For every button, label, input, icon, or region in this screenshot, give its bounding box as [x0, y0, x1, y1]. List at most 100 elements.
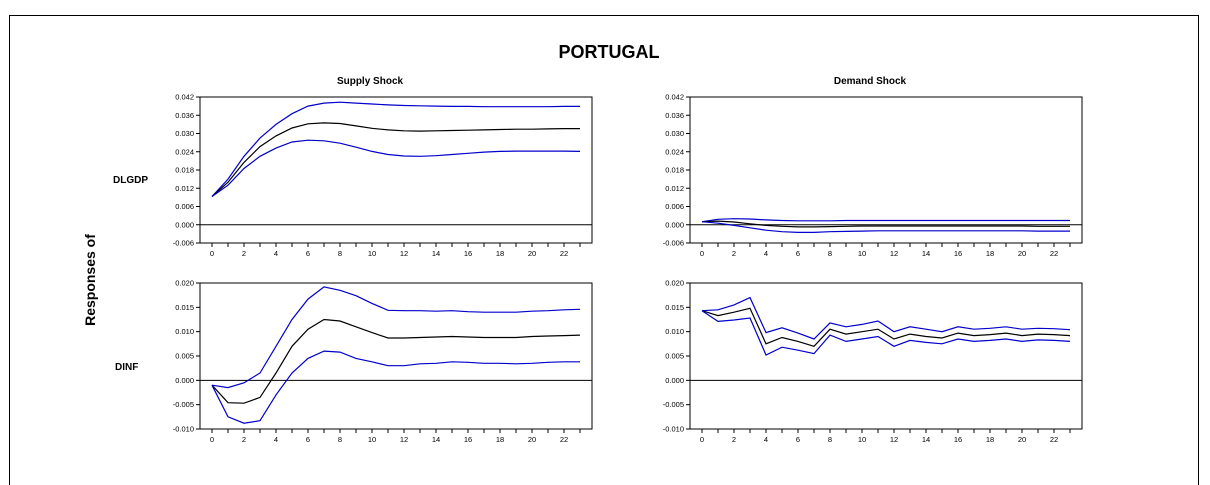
x-tick-label: 8: [828, 435, 832, 444]
x-tick-label: 14: [922, 249, 930, 258]
x-tick-label: 10: [858, 435, 866, 444]
x-tick-label: 4: [274, 435, 278, 444]
y-tick-label: 0.018: [175, 166, 194, 175]
series-line-lower: [701, 310, 1071, 356]
x-tick-label: 8: [338, 435, 342, 444]
x-tick-label: 14: [432, 435, 440, 444]
y-tick-label: 0.000: [665, 376, 684, 385]
x-tick-label: 6: [796, 435, 800, 444]
x-tick-label: 8: [338, 249, 342, 258]
x-tick-label: 18: [496, 435, 504, 444]
panel-3: -0.010 -0.005 0.000 0.005 0.010 0.015 0.020 0 2 4…: [663, 279, 1083, 444]
x-tick-label: 20: [528, 249, 536, 258]
x-tick-label: 20: [1018, 435, 1026, 444]
x-tick-label: 14: [922, 435, 930, 444]
y-tick-label: 0.024: [175, 147, 194, 156]
series-line-lower: [701, 221, 1070, 233]
x-tick-label: 16: [954, 249, 962, 258]
x-tick-label: 20: [528, 435, 536, 444]
y-tick-label: 0.006: [175, 202, 194, 211]
series-line-point: [701, 307, 1071, 347]
x-tick-label: 22: [1050, 435, 1058, 444]
y-tick-label: 0.010: [175, 327, 194, 336]
x-tick-label: 12: [400, 249, 408, 258]
x-tick-label: 18: [986, 435, 994, 444]
y-tick-label: 0.015: [175, 303, 194, 312]
row-label-dlgdp: DLGDP: [113, 175, 148, 186]
y-tick-label: 0.020: [665, 279, 684, 288]
y-axis-label: Responses of: [82, 234, 98, 326]
series-line-upper: [701, 218, 1070, 223]
y-tick-label: 0.042: [665, 93, 684, 102]
y-tick-label: 0.018: [665, 166, 684, 175]
x-tick-label: 18: [496, 249, 504, 258]
column-title-supply: Supply Shock: [337, 76, 404, 87]
x-tick-label: 8: [828, 249, 832, 258]
x-tick-label: 10: [368, 435, 376, 444]
figure-title: PORTUGAL: [559, 42, 660, 62]
x-tick-label: 6: [306, 249, 310, 258]
x-tick-label: 4: [274, 249, 278, 258]
x-tick-label: 22: [560, 435, 568, 444]
x-tick-label: 18: [986, 249, 994, 258]
plot-area: [199, 282, 593, 430]
x-tick-label: 20: [1018, 249, 1026, 258]
panel-2: -0.010 -0.005 0.000 0.005 0.010 0.015 0.020 0 2 4…: [173, 279, 593, 444]
series-line-upper: [211, 286, 581, 389]
y-tick-label: 0.042: [175, 93, 194, 102]
panel-1: -0.006 0.000 0.006 0.012 0.018 0.024 0.030 0.03…: [663, 93, 1083, 258]
y-tick-label: -0.006: [173, 239, 194, 248]
series-line-upper: [211, 101, 580, 197]
x-tick-label: 0: [210, 249, 214, 258]
row-label-dinf: DINF: [115, 362, 138, 373]
x-tick-label: 22: [560, 249, 568, 258]
y-tick-label: 0.000: [665, 220, 684, 229]
y-tick-label: -0.005: [663, 400, 684, 409]
y-tick-label: 0.036: [665, 111, 684, 120]
x-tick-label: 14: [432, 249, 440, 258]
y-tick-label: -0.010: [173, 425, 194, 434]
x-tick-label: 0: [700, 435, 704, 444]
plot-area: [689, 282, 1083, 430]
y-tick-label: 0.000: [175, 376, 194, 385]
x-tick-label: 12: [400, 435, 408, 444]
y-tick-label: 0.030: [175, 129, 194, 138]
y-tick-label: 0.010: [665, 327, 684, 336]
series-line-lower: [211, 350, 580, 424]
x-tick-label: 2: [732, 249, 736, 258]
x-tick-label: 12: [890, 249, 898, 258]
y-tick-label: 0.012: [665, 184, 684, 193]
panel-0: -0.006 0.000 0.006 0.012 0.018 0.024 0.030 0.03…: [173, 93, 593, 258]
x-tick-label: 6: [796, 249, 800, 258]
x-tick-label: 10: [858, 249, 866, 258]
y-tick-label: 0.005: [175, 352, 194, 361]
x-tick-label: 22: [1050, 249, 1058, 258]
x-tick-label: 4: [764, 249, 768, 258]
series-line-point: [211, 318, 581, 404]
y-tick-label: 0.012: [175, 184, 194, 193]
y-tick-label: 0.005: [665, 352, 684, 361]
x-tick-label: 16: [954, 435, 962, 444]
x-tick-label: 6: [306, 435, 310, 444]
plot-area: [199, 96, 593, 244]
figure-frame: [9, 15, 1199, 485]
series-line-point: [701, 220, 1070, 228]
series-line-point: [211, 122, 580, 197]
y-tick-label: 0.036: [175, 111, 194, 120]
y-tick-label: 0.006: [665, 202, 684, 211]
x-tick-label: 0: [210, 435, 214, 444]
y-tick-label: -0.006: [663, 239, 684, 248]
x-tick-label: 2: [242, 435, 246, 444]
y-tick-label: 0.024: [665, 147, 684, 156]
y-tick-label: 0.020: [175, 279, 194, 288]
y-tick-label: -0.005: [173, 400, 194, 409]
y-tick-label: 0.015: [665, 303, 684, 312]
series-line-lower: [211, 139, 581, 197]
x-tick-label: 4: [764, 435, 768, 444]
x-tick-label: 10: [368, 249, 376, 258]
x-tick-label: 16: [464, 435, 472, 444]
column-title-demand: Demand Shock: [834, 76, 907, 87]
y-tick-label: -0.010: [663, 425, 684, 434]
y-tick-label: 0.000: [175, 220, 194, 229]
